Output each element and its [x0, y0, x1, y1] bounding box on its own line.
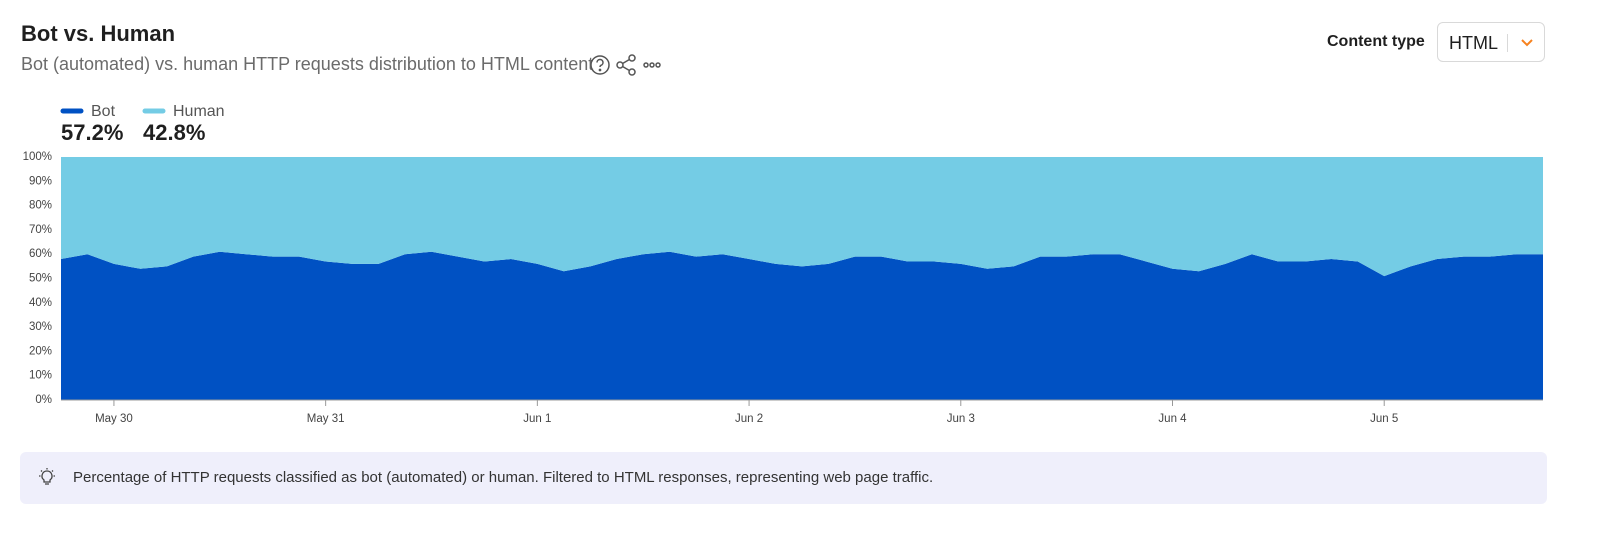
legend-share: 57.2%	[61, 120, 123, 145]
note-box: Percentage of HTTP requests classified a…	[20, 452, 1547, 504]
title: Bot vs. Human	[21, 21, 176, 46]
y-tick-label: 20%	[29, 345, 52, 357]
dropdown-value: HTML	[1449, 33, 1498, 53]
x-tick-label: Jun 2	[735, 413, 763, 425]
legend-share: 42.8%	[143, 120, 205, 145]
x-tick-label: May 31	[307, 413, 345, 425]
y-tick-label: 50%	[29, 273, 52, 285]
bulb-icon	[39, 468, 55, 485]
y-tick-label: 60%	[29, 248, 52, 260]
y-tick-label: 90%	[29, 175, 52, 187]
y-tick-label: 10%	[29, 370, 52, 382]
y-tick-label: 80%	[29, 200, 52, 212]
y-tick-label: 0%	[35, 394, 52, 406]
x-tick-label: Jun 3	[947, 413, 975, 425]
content-type-dropdown[interactable]: HTML	[1437, 22, 1545, 62]
x-tick-label: Jun 1	[523, 413, 551, 425]
divider	[1507, 34, 1508, 52]
subtitle: Bot (automated) vs. human HTTP requests …	[21, 54, 594, 74]
chevron	[1521, 39, 1533, 47]
x-tick-label: May 30	[95, 413, 133, 425]
note-text: Percentage of HTTP requests classified a…	[73, 469, 934, 486]
x-tick-label: Jun 4	[1158, 413, 1187, 425]
share-icon[interactable]	[616, 54, 636, 76]
legend-label: Bot	[91, 103, 116, 120]
control-label: Content type	[1327, 33, 1425, 50]
area	[61, 251, 1543, 400]
header-icons	[590, 54, 661, 76]
y-tick-label: 70%	[29, 224, 52, 236]
y-tick-label: 30%	[29, 321, 52, 333]
area	[61, 157, 1543, 277]
more-icon[interactable]	[643, 62, 661, 68]
y-tick-label: 100%	[23, 151, 52, 163]
help-icon[interactable]	[590, 55, 610, 75]
y-tick-label: 40%	[29, 297, 52, 309]
legend-label: Human	[173, 103, 225, 120]
x-tick-label: Jun 5	[1370, 413, 1398, 425]
